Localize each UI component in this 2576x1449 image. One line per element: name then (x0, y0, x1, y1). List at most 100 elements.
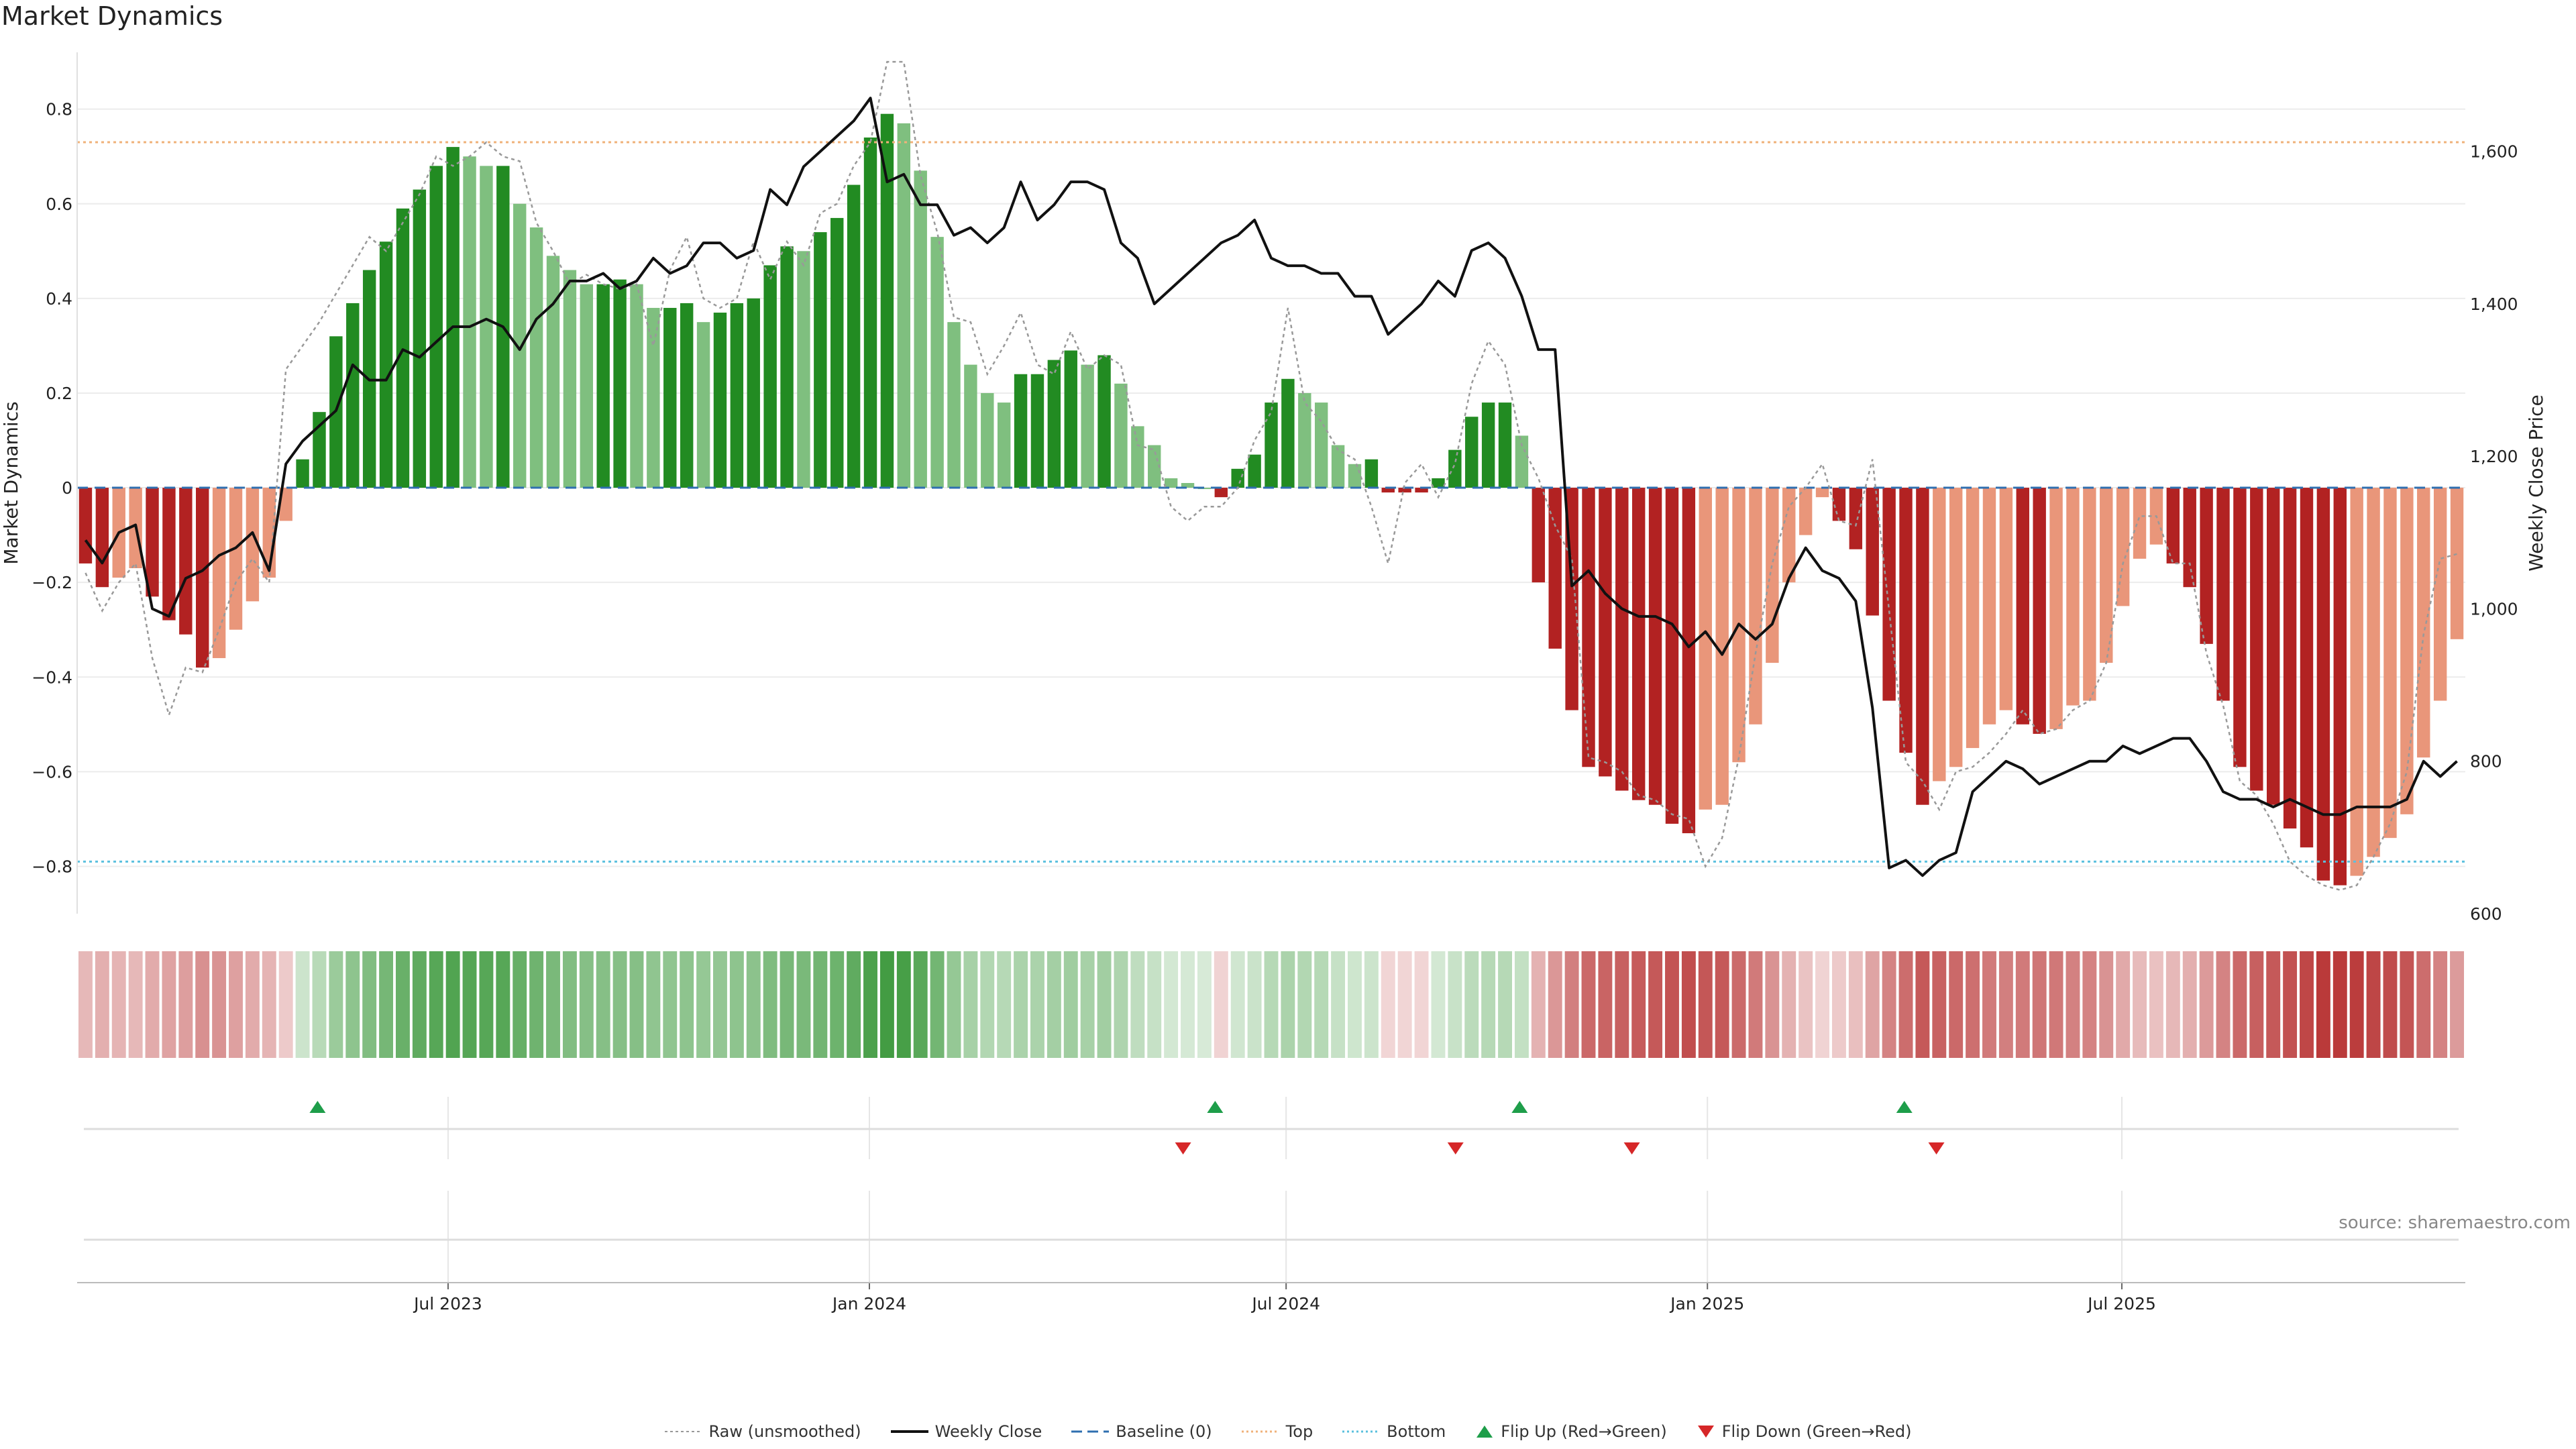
heat-strip-cell (763, 951, 777, 1058)
dynamics-bar (2250, 488, 2263, 791)
legend-item-baseline: Baseline (0) (1071, 1422, 1212, 1441)
dynamics-bar (1097, 355, 1111, 488)
dynamics-bar (713, 313, 727, 488)
dynamics-bar (78, 488, 93, 564)
flip-up-marker (1511, 1101, 1528, 1113)
legend-swatch-baseline (1071, 1430, 1110, 1433)
legend-label-baseline: Baseline (0) (1116, 1422, 1212, 1441)
dynamics-bar (2049, 488, 2063, 729)
dynamics-bar (2367, 488, 2380, 857)
heat-strip-cell (1114, 951, 1128, 1058)
heat-strip-cell (1615, 951, 1629, 1058)
dynamics-bar (930, 237, 944, 488)
legend-swatch-weekly-close (890, 1430, 928, 1433)
y-tick-label: 0.8 (46, 100, 72, 119)
y2-tick-label: 1,600 (2470, 142, 2518, 162)
dynamics-bar (2016, 488, 2029, 724)
heat-strip-cell (830, 951, 845, 1058)
dynamics-bar (313, 412, 326, 488)
dynamics-bar (997, 402, 1011, 488)
dynamics-bar (2166, 488, 2180, 564)
legend-item-weekly-close: Weekly Close (890, 1422, 1042, 1441)
heat-strip-cell (1297, 951, 1312, 1058)
dynamics-bar (2200, 488, 2213, 644)
dynamics-bar (1364, 459, 1379, 488)
dynamics-bar (1599, 488, 1612, 777)
dynamics-bar (1448, 449, 1462, 488)
dynamics-bar (1465, 417, 1479, 488)
heat-strip-cell (1865, 951, 1880, 1058)
heat-strip-cell (362, 951, 377, 1058)
heat-strip-cell (2032, 951, 2047, 1058)
dynamics-bar (2350, 488, 2363, 876)
dynamics-bar (2383, 488, 2397, 839)
dynamics-bar (613, 279, 627, 488)
dynamics-bar (146, 488, 159, 597)
heat-strip-cell (1431, 951, 1446, 1058)
y-tick-label: 0.6 (46, 195, 72, 214)
legend-swatch-bottom (1342, 1430, 1381, 1433)
heat-strip-cell (2133, 951, 2147, 1058)
heat-strip-cell (312, 951, 327, 1058)
heat-strip-cell (612, 951, 627, 1058)
heat-strip-cell (1481, 951, 1496, 1058)
heat-strip-cell (1464, 951, 1479, 1058)
dynamics-bar (730, 303, 744, 488)
heat-strip-cell (2216, 951, 2231, 1058)
dynamics-bar (1682, 488, 1696, 834)
heat-strip-cell (345, 951, 360, 1058)
weekly-close-line (84, 97, 2458, 877)
heat-strip-cell (2433, 951, 2448, 1058)
x-tick-label: Jul 2024 (1250, 1294, 1320, 1313)
heat-strip-cell (162, 951, 176, 1058)
heat-strip-cell (1548, 951, 1562, 1058)
heat-strip-cell (2249, 951, 2264, 1058)
heat-strip-cell (128, 951, 143, 1058)
dynamics-bar (413, 189, 427, 488)
dynamics-bar (396, 208, 410, 488)
dynamics-bar (1498, 402, 1512, 488)
heat-strip-cell (2366, 951, 2381, 1058)
heat-strip-cell (2082, 951, 2097, 1058)
heat-strip-cell (445, 951, 460, 1058)
heat-strip-cell (1063, 951, 1078, 1058)
heat-strip-cell (1014, 951, 1028, 1058)
dynamics-bar (1265, 402, 1278, 488)
dynamics-bar (1515, 435, 1529, 488)
flip-down-marker (1447, 1142, 1464, 1155)
heat-strip-cell (111, 951, 126, 1058)
legend-item-top: Top (1241, 1422, 1313, 1441)
dynamics-bar (446, 147, 460, 488)
heat-strip-cell (1348, 951, 1362, 1058)
dynamics-bar (2450, 488, 2464, 639)
heat-strip-cell (813, 951, 828, 1058)
dynamics-bar (1314, 402, 1328, 488)
heat-strip-cell (847, 951, 861, 1058)
dynamics-bar (2300, 488, 2314, 848)
dynamics-bar (897, 123, 911, 488)
heat-strip-cell (529, 951, 544, 1058)
heat-strip-cell (1314, 951, 1329, 1058)
heat-strip-cell (863, 951, 877, 1058)
dynamics-bar (513, 203, 527, 488)
heat-strip-cell (2283, 951, 2298, 1058)
heat-strip-cell (195, 951, 210, 1058)
y-tick-label: 0 (62, 478, 72, 498)
heat-strip-cell (1598, 951, 1613, 1058)
y-tick-label: −0.6 (32, 762, 72, 782)
heat-strip-cell (1564, 951, 1579, 1058)
heat-strip-cell (913, 951, 928, 1058)
dynamics-bar (179, 488, 193, 635)
heat-strip-cell (1448, 951, 1462, 1058)
x-tick-label: Jan 2024 (831, 1294, 906, 1313)
dynamics-bar (196, 488, 209, 668)
dynamics-bar (1381, 488, 1395, 493)
heat-strip-cell (496, 951, 511, 1058)
heat-strip-cell (1230, 951, 1245, 1058)
dynamics-bar (2183, 488, 2196, 588)
dynamics-bar (1899, 488, 1913, 753)
dynamics-bar (580, 284, 594, 488)
dynamics-bar (880, 113, 894, 488)
dynamics-bar (429, 166, 443, 488)
